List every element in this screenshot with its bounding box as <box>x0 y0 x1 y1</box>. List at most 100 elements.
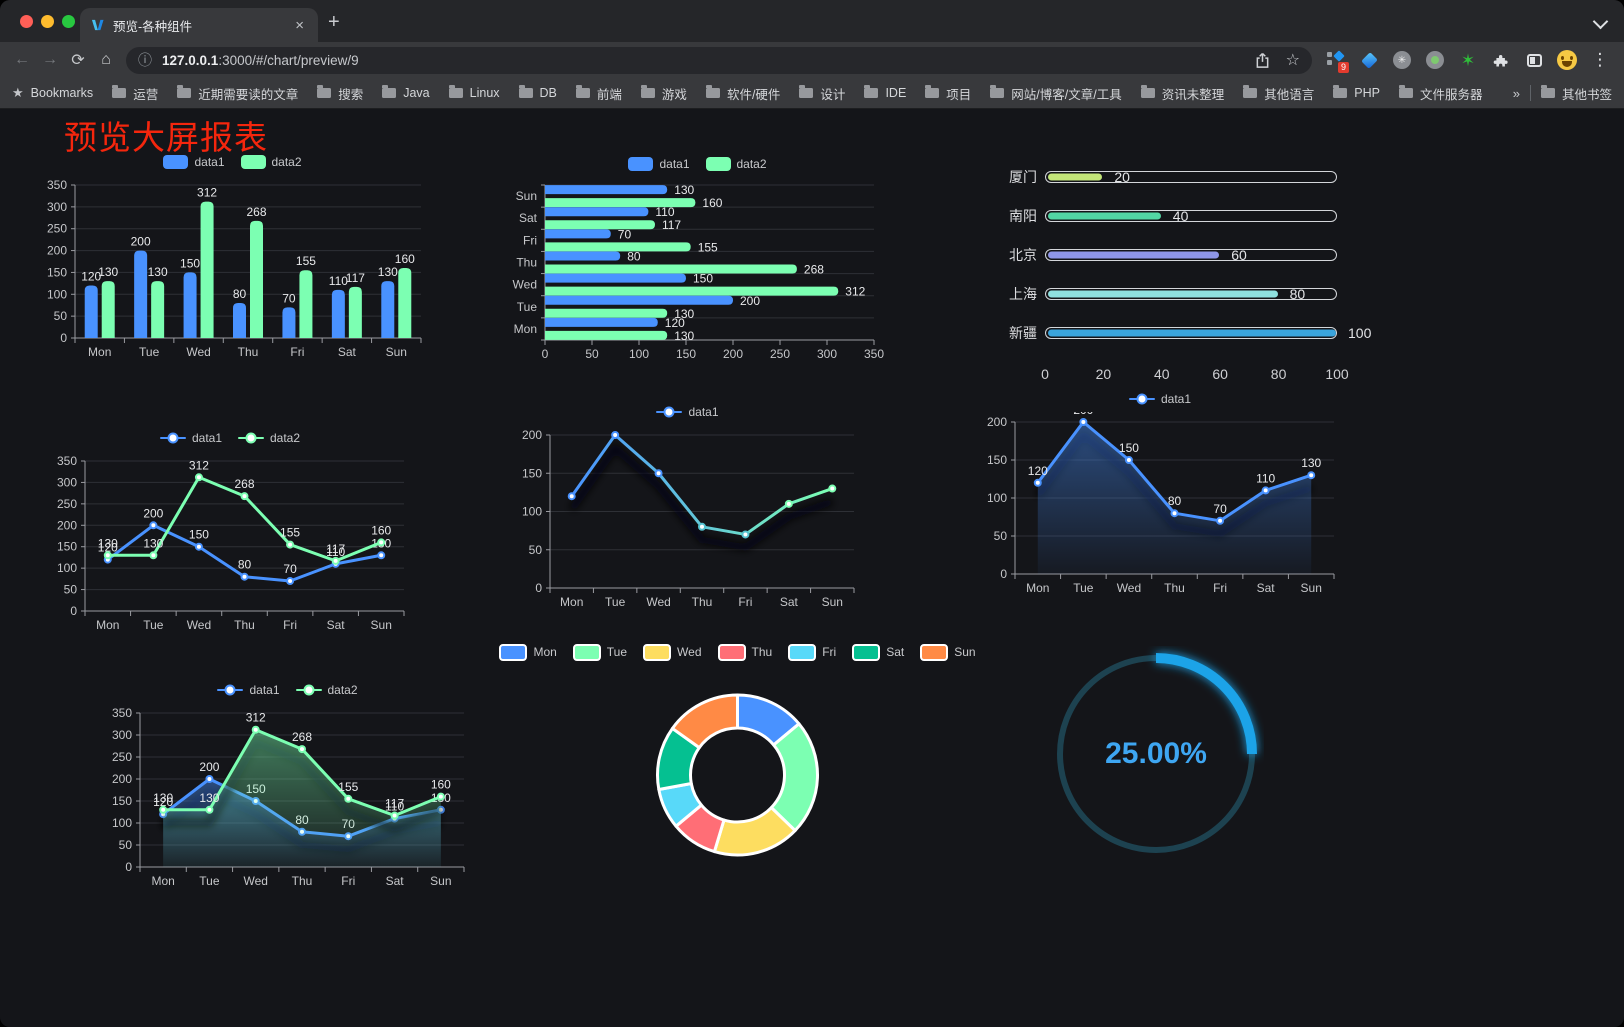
legend-item[interactable]: data1 <box>159 431 222 445</box>
profile-avatar[interactable] <box>1557 49 1577 71</box>
minimize-window-button[interactable] <box>41 15 54 28</box>
svg-text:80: 80 <box>1168 494 1182 508</box>
folder-icon <box>864 85 879 98</box>
bookmark-item[interactable]: 其他语言 <box>1243 84 1314 103</box>
url-bar[interactable]: ⓘ 127.0.0.1:3000/#/chart/preview/9 ☆ <box>126 46 1312 74</box>
home-icon[interactable]: ⌂ <box>101 51 111 68</box>
legend-item[interactable]: data2 <box>238 431 300 445</box>
svg-text:117: 117 <box>346 271 365 285</box>
svg-text:Tue: Tue <box>517 300 538 314</box>
forward-icon[interactable]: → <box>42 51 58 68</box>
folder-icon <box>382 85 397 98</box>
bookmark-item[interactable]: PHP <box>1333 85 1380 100</box>
info-icon[interactable]: ⓘ <box>138 52 152 68</box>
bookmark-item[interactable]: Java <box>382 85 430 100</box>
share-icon[interactable] <box>1255 52 1270 69</box>
legend-item[interactable]: Sun <box>920 643 976 661</box>
legend-label: data2 <box>270 431 301 445</box>
bookmark-item[interactable]: DB <box>518 85 557 100</box>
bookmark-item[interactable]: 搜索 <box>317 84 363 103</box>
bookmark-star-icon[interactable]: ☆ <box>1285 52 1300 69</box>
bookmark-item[interactable]: 设计 <box>799 84 845 103</box>
back-icon[interactable]: ← <box>14 51 30 68</box>
svg-text:Mon: Mon <box>514 322 537 336</box>
bookmark-item[interactable]: 文件服务器 <box>1398 84 1482 103</box>
sidebar-icon[interactable] <box>1524 49 1544 71</box>
legend-item[interactable]: Wed <box>643 643 702 661</box>
extension-grid-icon[interactable]: 9 <box>1326 49 1349 73</box>
bookmark-item[interactable]: Linux <box>448 85 500 100</box>
legend-item[interactable]: data2 <box>295 683 358 697</box>
legend-item[interactable]: data1 <box>656 405 719 419</box>
bookmark-item[interactable]: 项目 <box>925 84 971 103</box>
svg-text:120: 120 <box>1028 464 1048 478</box>
axis-tick-label: 100 <box>1325 366 1349 382</box>
bookmark-item[interactable]: IDE <box>864 85 906 100</box>
bookmark-item[interactable]: 资讯未整理 <box>1140 84 1225 103</box>
bookmark-item[interactable]: 网站/博客/文章/工具 <box>990 84 1122 103</box>
folder-icon <box>575 85 590 98</box>
bookmark-item[interactable]: 近期需要读的文章 <box>177 84 298 103</box>
bookmarks-manager[interactable]: ★ Bookmarks <box>12 85 93 101</box>
legend-item[interactable]: data1 <box>1128 392 1191 406</box>
new-tab-button[interactable]: + <box>328 11 340 33</box>
extension-greendot-icon[interactable] <box>1425 49 1445 71</box>
bookmark-label: 其他语言 <box>1264 87 1315 102</box>
reload-icon[interactable]: ⟳ <box>71 52 85 69</box>
extension-proxy-icon[interactable]: ✳ <box>1392 49 1412 71</box>
svg-text:100: 100 <box>987 491 1007 505</box>
puzzle-icon[interactable] <box>1491 49 1511 71</box>
legend-item[interactable]: data1 <box>217 683 280 697</box>
bookmarks-overflow-chevron[interactable]: » <box>1512 85 1520 101</box>
legend-item[interactable]: data2 <box>705 157 767 171</box>
svg-text:160: 160 <box>371 523 391 537</box>
tab-title: 预览-各种组件 <box>113 19 193 34</box>
legend-item[interactable]: Thu <box>717 643 773 661</box>
svg-text:Mon: Mon <box>88 345 111 359</box>
close-window-button[interactable] <box>20 15 33 28</box>
extension-star-icon[interactable]: ✶ <box>1458 49 1478 71</box>
svg-text:200: 200 <box>57 518 77 532</box>
svg-text:Mon: Mon <box>560 595 583 609</box>
svg-text:155: 155 <box>280 526 300 540</box>
bookmark-label: 网站/博客/文章/工具 <box>1011 87 1122 102</box>
bookmark-label: 资讯未整理 <box>1161 87 1225 102</box>
legend-item[interactable]: data1 <box>163 155 225 169</box>
svg-text:110: 110 <box>655 205 674 219</box>
bookmark-label: 软件/硬件 <box>726 87 781 102</box>
legend-marker <box>240 155 266 169</box>
legend-item[interactable]: Mon <box>499 643 557 661</box>
other-bookmarks[interactable]: 其他书签 <box>1540 84 1612 103</box>
legend-marker <box>705 157 731 171</box>
svg-text:0: 0 <box>70 604 77 618</box>
legend-marker <box>920 643 949 661</box>
tab-search-chevron-icon[interactable] <box>1592 13 1609 30</box>
svg-text:200: 200 <box>47 244 67 258</box>
svg-text:117: 117 <box>326 542 345 556</box>
bookmark-item[interactable]: 前端 <box>575 84 622 103</box>
bookmark-item[interactable]: 运营 <box>112 84 158 103</box>
svg-text:150: 150 <box>112 794 132 808</box>
menu-icon[interactable]: ⋮ <box>1591 50 1609 69</box>
legend-label: Thu <box>751 645 773 659</box>
legend-item[interactable]: data2 <box>240 155 302 169</box>
legend-marker <box>572 643 601 661</box>
url-text[interactable]: 127.0.0.1:3000/#/chart/preview/9 <box>162 53 1255 68</box>
svg-text:150: 150 <box>987 453 1007 467</box>
legend-item[interactable]: Fri <box>788 643 836 661</box>
legend-marker <box>717 643 746 661</box>
svg-text:Sun: Sun <box>430 874 451 888</box>
legend-item[interactable]: Sat <box>852 643 904 661</box>
bookmark-item[interactable]: 游戏 <box>640 84 687 103</box>
browser-tab[interactable]: 预览-各种组件 × <box>80 8 318 42</box>
svg-text:312: 312 <box>197 186 217 200</box>
extension-gem-icon[interactable] <box>1359 49 1379 71</box>
zoom-window-button[interactable] <box>62 15 75 28</box>
svg-text:150: 150 <box>189 528 209 542</box>
legend-item[interactable]: Tue <box>572 643 627 661</box>
other-bookmarks-label: 其他书签 <box>1561 87 1612 102</box>
bookmark-item[interactable]: 软件/硬件 <box>705 84 781 103</box>
legend-item[interactable]: data1 <box>628 157 690 171</box>
tab-close-icon[interactable]: × <box>295 16 304 34</box>
svg-text:Sun: Sun <box>1301 581 1322 595</box>
